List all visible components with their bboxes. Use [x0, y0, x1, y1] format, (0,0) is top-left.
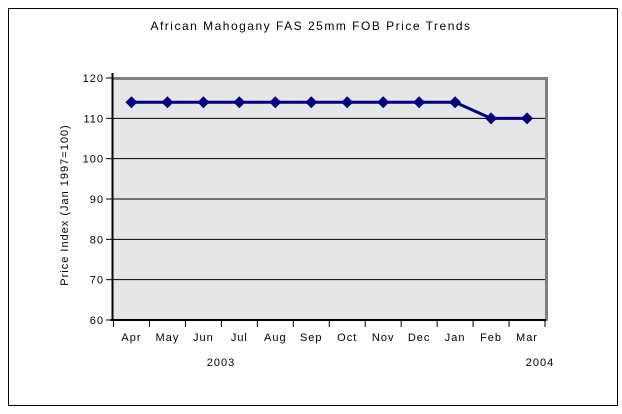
y-tick-label: 70 [90, 275, 104, 287]
data-point-marker [341, 96, 354, 109]
year-label: 2004 [526, 357, 554, 369]
year-label: 2003 [207, 357, 235, 369]
data-point-marker [161, 96, 174, 109]
data-point-marker [269, 96, 282, 109]
data-point-marker [197, 96, 210, 109]
x-tick-label: Sep [300, 332, 323, 344]
x-tick-label: Mar [516, 332, 538, 344]
x-tick-label: Jul [231, 332, 248, 344]
data-point-marker [377, 96, 390, 109]
x-tick-label: Jun [193, 332, 214, 344]
chart-border-frame [8, 8, 618, 406]
data-point-marker [233, 96, 246, 109]
data-point-marker [125, 96, 138, 109]
chart-title: African Mahogany FAS 25mm FOB Price Tren… [150, 19, 472, 33]
data-point-marker [413, 96, 426, 109]
y-tick-label: 120 [83, 73, 104, 85]
data-point-marker [521, 112, 534, 125]
data-point-marker [305, 96, 318, 109]
data-point-marker [485, 112, 498, 125]
x-tick-label: Feb [480, 332, 502, 344]
x-tick-label: Dec [408, 332, 431, 344]
x-tick-label: Oct [337, 332, 357, 344]
y-tick-label: 80 [90, 234, 104, 246]
x-tick-label: May [156, 332, 180, 344]
x-tick-label: Apr [121, 332, 141, 344]
y-tick-label: 100 [83, 154, 104, 166]
x-tick-label: Nov [372, 332, 395, 344]
x-tick-label: Jan [445, 332, 466, 344]
x-tick-label: Aug [264, 332, 287, 344]
y-tick-label: 60 [90, 315, 104, 327]
y-tick-label: 110 [83, 113, 104, 125]
y-tick-label: 90 [90, 194, 104, 206]
data-point-marker [449, 96, 462, 109]
